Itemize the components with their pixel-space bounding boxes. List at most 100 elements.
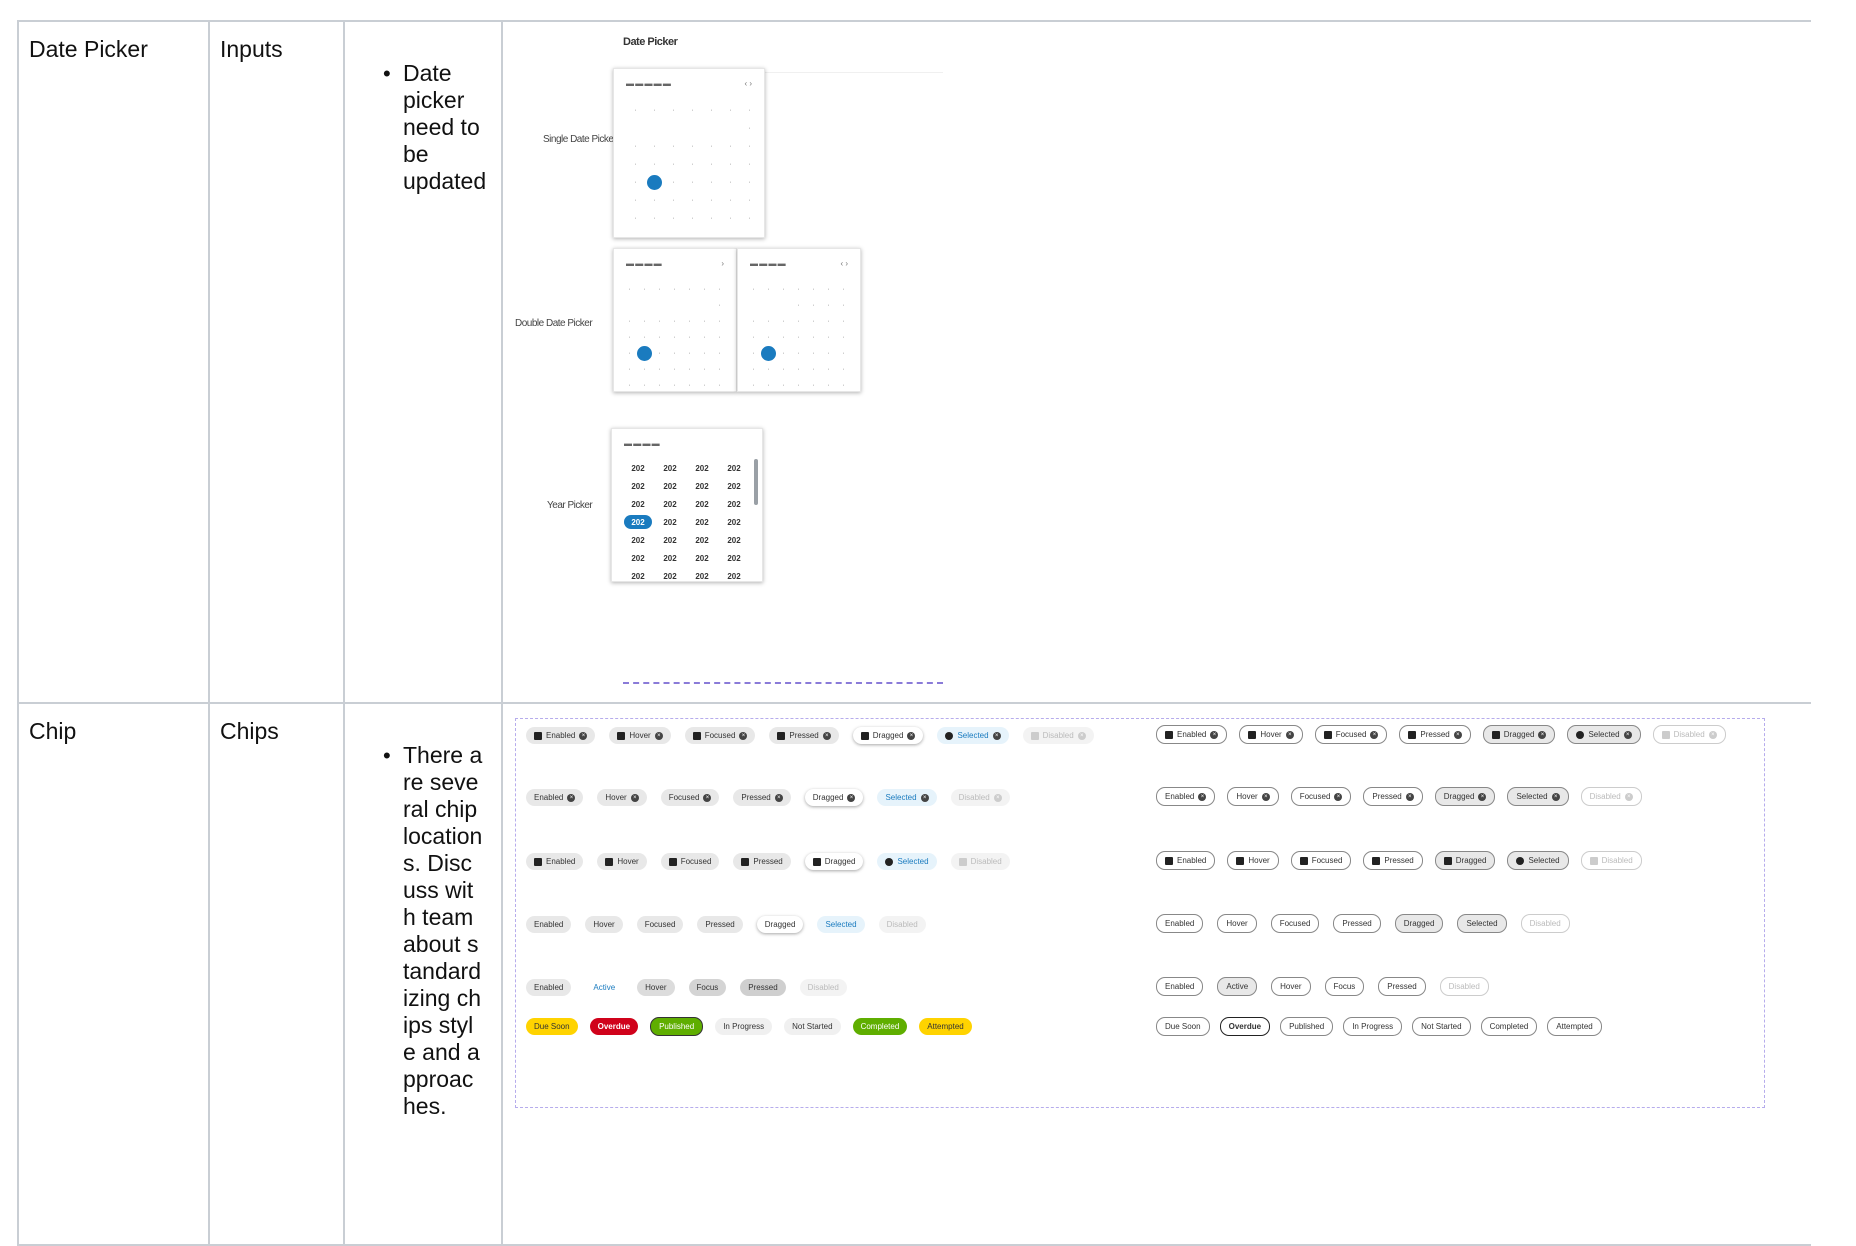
close-icon[interactable]: × xyxy=(1551,792,1560,801)
components-table: Date Picker Inputs • Date picker need to … xyxy=(17,20,1811,1246)
chip[interactable]: Pressed xyxy=(1378,977,1426,996)
close-icon[interactable]: × xyxy=(1623,730,1632,739)
chip[interactable]: Focus xyxy=(688,979,727,996)
selected-day[interactable] xyxy=(647,174,662,190)
chip[interactable]: Hover × xyxy=(597,789,647,806)
component-cell: Date Picker xyxy=(17,20,210,704)
chip[interactable]: Hover × xyxy=(1227,787,1279,806)
chip[interactable]: Pressed xyxy=(1333,914,1381,933)
close-icon[interactable]: × xyxy=(1210,730,1219,739)
chip[interactable]: Hover xyxy=(1271,977,1311,996)
selected-day[interactable] xyxy=(637,345,652,361)
chip[interactable]: Focus xyxy=(1324,977,1365,996)
chip[interactable]: Focused × xyxy=(660,789,720,806)
chip[interactable]: Enabled xyxy=(1156,977,1204,996)
selected-year[interactable]: 202 xyxy=(624,515,652,529)
chevron-icon[interactable]: ‹ › xyxy=(840,259,848,268)
scrollbar[interactable] xyxy=(754,459,758,505)
chip[interactable]: Active xyxy=(1217,977,1258,996)
chip[interactable]: Enabled xyxy=(526,853,584,870)
chip[interactable]: Dragged xyxy=(1434,851,1496,870)
close-icon[interactable]: × xyxy=(567,793,576,802)
close-icon[interactable]: × xyxy=(1334,792,1343,801)
chip[interactable]: Focused xyxy=(660,853,720,870)
close-icon[interactable]: × xyxy=(1405,792,1414,801)
chip[interactable]: Enabled xyxy=(1156,851,1216,870)
chips-preview: Enabled × Hover × Focused × Pressed × Dragge… xyxy=(503,704,1811,1244)
close-icon[interactable]: × xyxy=(1261,792,1270,801)
close-icon[interactable]: × xyxy=(579,731,588,740)
chip[interactable]: Hover × xyxy=(1239,725,1303,744)
chip[interactable]: Enabled × xyxy=(526,727,596,744)
chip-row-status: Due Soon Overdue Published In Progress N… xyxy=(526,1017,972,1036)
close-icon[interactable]: × xyxy=(822,731,831,740)
close-icon[interactable]: × xyxy=(847,793,856,802)
chip[interactable]: Active xyxy=(585,979,624,996)
close-icon: × xyxy=(1708,730,1717,739)
chip[interactable]: Dragged × xyxy=(1482,725,1556,744)
close-icon[interactable]: × xyxy=(992,731,1001,740)
chip[interactable]: Pressed × xyxy=(733,789,791,806)
chip[interactable]: Hover xyxy=(637,979,675,996)
chip[interactable]: Hover xyxy=(585,916,623,933)
selected-day[interactable] xyxy=(761,345,776,361)
close-icon[interactable]: × xyxy=(920,793,929,802)
close-icon[interactable]: × xyxy=(774,793,783,802)
chip[interactable]: Focused × xyxy=(684,727,756,744)
bullet-icon: • xyxy=(383,743,391,768)
chip[interactable]: Pressed xyxy=(740,979,786,996)
year-header: ▬ ▬ ▬ ▬ xyxy=(624,439,660,448)
chip[interactable]: Enabled × xyxy=(1156,787,1216,806)
chip[interactable]: Dragged × xyxy=(1434,787,1496,806)
close-icon[interactable]: × xyxy=(703,793,712,802)
chip[interactable]: Selected xyxy=(877,853,937,870)
close-icon[interactable]: × xyxy=(1285,730,1294,739)
close-icon[interactable]: × xyxy=(739,731,748,740)
chip[interactable]: Enabled xyxy=(526,916,572,933)
leading-icon xyxy=(812,857,821,866)
close-icon[interactable]: × xyxy=(1478,792,1487,801)
chip[interactable]: Selected × xyxy=(1507,787,1569,806)
chip[interactable]: Enabled xyxy=(526,979,572,996)
chip[interactable]: Dragged xyxy=(804,853,864,870)
chip[interactable]: Selected × xyxy=(877,789,937,806)
chip[interactable]: Pressed xyxy=(697,916,743,933)
chip[interactable]: Enabled × xyxy=(1156,725,1228,744)
chip[interactable]: Pressed xyxy=(733,853,791,870)
close-icon[interactable]: × xyxy=(630,793,639,802)
chip[interactable]: Enabled xyxy=(1156,914,1204,933)
chip[interactable]: Hover xyxy=(1217,914,1257,933)
close-icon[interactable]: × xyxy=(907,731,916,740)
chip[interactable]: Pressed xyxy=(1363,851,1423,870)
chip[interactable]: Focused xyxy=(1290,851,1352,870)
chip[interactable]: Hover × xyxy=(609,727,671,744)
chip[interactable]: Selected xyxy=(1507,851,1569,870)
chevron-icon[interactable]: › xyxy=(721,259,724,268)
close-icon[interactable]: × xyxy=(1198,792,1207,801)
close-icon[interactable]: × xyxy=(1453,730,1462,739)
chip[interactable]: Selected xyxy=(817,916,865,933)
chip[interactable]: Focused xyxy=(1270,914,1320,933)
chip[interactable]: Focused × xyxy=(1290,787,1352,806)
chevron-icon[interactable]: ‹ › xyxy=(744,79,752,88)
chip[interactable]: Selected × xyxy=(937,727,1009,744)
close-icon[interactable]: × xyxy=(654,731,663,740)
chip[interactable]: Focused xyxy=(636,916,684,933)
chip[interactable]: Focused × xyxy=(1314,725,1388,744)
chip[interactable]: Selected × xyxy=(1567,725,1641,744)
chip[interactable]: Selected xyxy=(1457,914,1507,933)
chip[interactable]: Pressed × xyxy=(769,727,839,744)
chip[interactable]: Dragged xyxy=(1394,914,1444,933)
chip[interactable]: Dragged xyxy=(756,916,804,933)
chip[interactable]: Enabled × xyxy=(526,789,584,806)
chip[interactable]: Dragged × xyxy=(852,727,924,744)
chip[interactable]: Hover xyxy=(597,853,647,870)
chip[interactable]: Hover xyxy=(1227,851,1279,870)
category-cell: Inputs xyxy=(208,20,345,704)
close-icon[interactable]: × xyxy=(1370,730,1379,739)
chip[interactable]: Pressed × xyxy=(1399,725,1471,744)
close-icon[interactable]: × xyxy=(1538,730,1547,739)
chip[interactable]: Pressed × xyxy=(1363,787,1423,806)
chip-row-trailing: Enabled × Hover × Focused × Pressed × Dragge… xyxy=(526,789,1010,806)
chip[interactable]: Dragged × xyxy=(804,789,864,806)
